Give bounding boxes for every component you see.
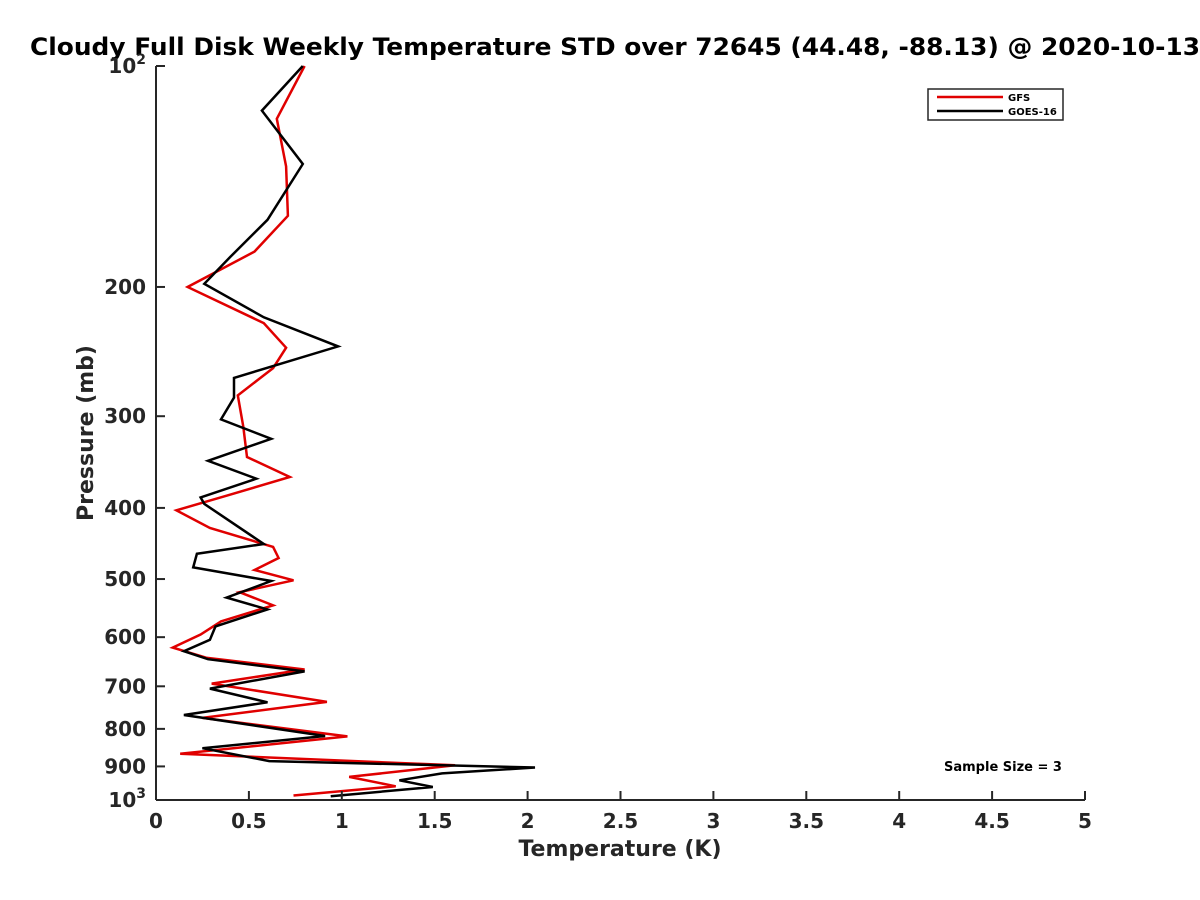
series-line-gfs	[169, 65, 456, 797]
y-tick-label: 300	[104, 404, 146, 428]
x-tick-label: 2.5	[603, 809, 638, 833]
y-tick-label: 700	[104, 674, 146, 698]
x-tick-label: 1	[335, 809, 349, 833]
series-layer	[169, 65, 536, 798]
x-tick-label: 4	[892, 809, 906, 833]
x-tick-label: 5	[1078, 809, 1092, 833]
legend: GFS GOES-16	[927, 88, 1064, 121]
x-tick-label: 2	[521, 809, 535, 833]
series-line-goes16	[180, 65, 536, 798]
x-tick-label: 4.5	[974, 809, 1009, 833]
x-tick-label: 3	[706, 809, 720, 833]
x-tick-label: 3.5	[789, 809, 824, 833]
y-tick-label: 500	[104, 567, 146, 591]
y-tick-label: 200	[104, 275, 146, 299]
y-axis-label: Pressure (mb)	[74, 345, 99, 521]
y-tick-label: 103	[108, 786, 146, 812]
y-tick-label: 102	[108, 52, 146, 78]
x-axis-label: Temperature (K)	[518, 837, 721, 862]
legend-label-gfs: GFS	[1008, 93, 1030, 104]
axes: 0 0.5 1 1.5 2 2.5 3 3.5 4 4.5 5 102 200 300 400 500 600 7…	[104, 52, 1092, 833]
y-tick-label: 800	[104, 717, 146, 741]
x-tick-label: 1.5	[417, 809, 452, 833]
sample-size-annotation: Sample Size = 3	[944, 760, 1062, 775]
x-tick-label: 0	[149, 809, 163, 833]
y-tick-label: 900	[104, 754, 146, 778]
y-tick-label: 400	[104, 496, 146, 520]
x-tick-label: 0.5	[231, 809, 266, 833]
chart-title: Cloudy Full Disk Weekly Temperature STD …	[30, 33, 1200, 61]
legend-label-goes16: GOES-16	[1008, 107, 1057, 118]
y-tick-label: 600	[104, 625, 146, 649]
legend-box	[927, 88, 1064, 121]
